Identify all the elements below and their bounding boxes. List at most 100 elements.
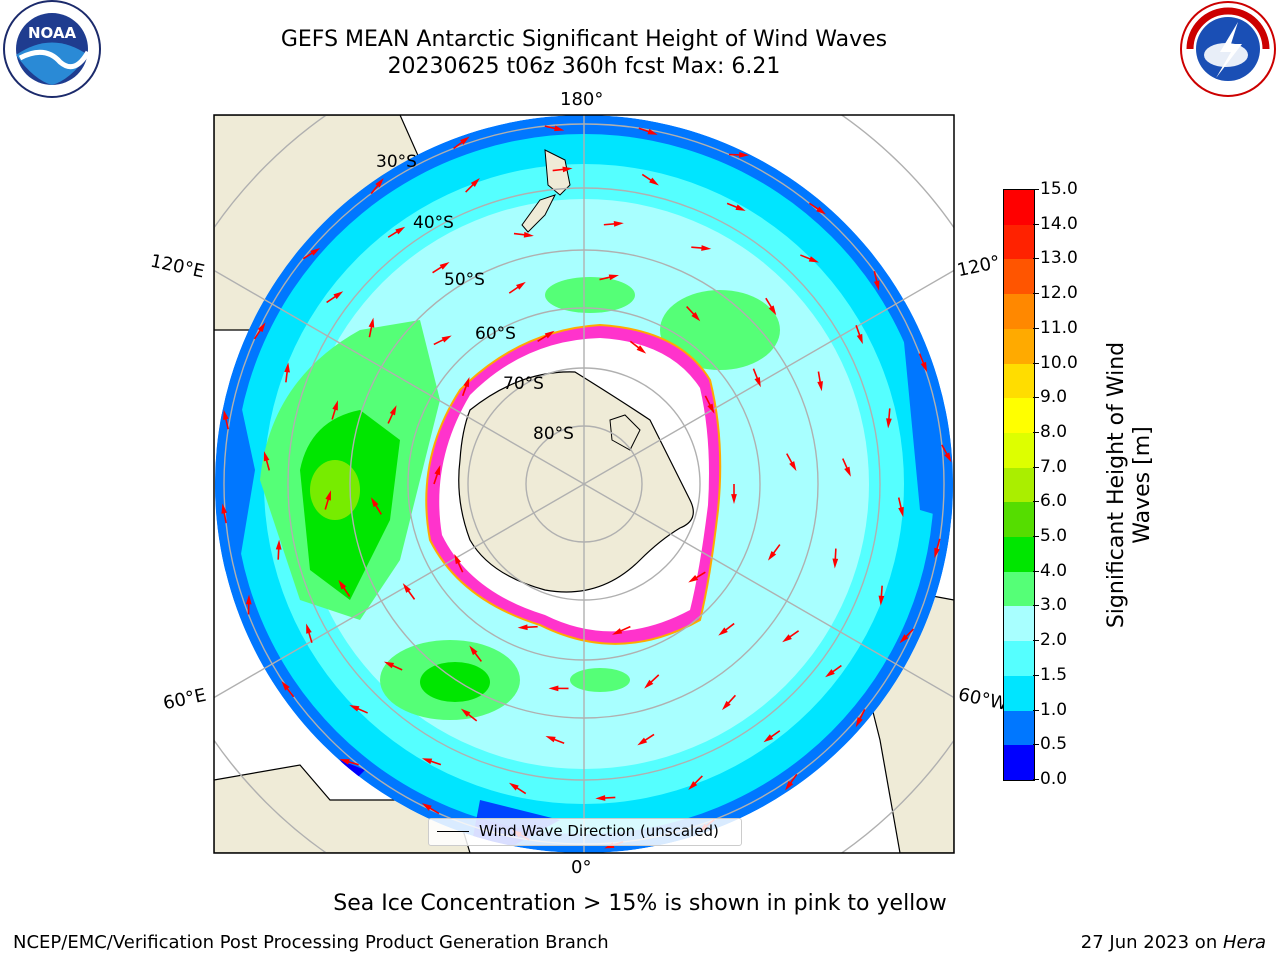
wave-direction-arrowhead xyxy=(763,734,774,743)
wave-direction-arrowhead xyxy=(636,345,647,354)
wave-direction-arrowhead xyxy=(782,634,792,643)
wave-direction-arrowhead xyxy=(825,669,835,678)
wave-direction-arrowhead xyxy=(688,574,699,583)
wave-direction-arrowhead xyxy=(899,634,909,644)
lat-label-50s: 50°S xyxy=(444,270,485,290)
wave-direction-arrowhead xyxy=(817,381,823,392)
wave-direction-arrowhead xyxy=(944,452,952,463)
wave-direction-arrowhead xyxy=(459,136,470,145)
colorbar-segment xyxy=(1004,675,1034,711)
wave-direction-arrowhead xyxy=(368,317,375,328)
footer-date-text: 27 Jun 2023 on xyxy=(1080,932,1223,953)
wave-direction-arrowhead xyxy=(808,256,819,263)
colorbar-segment xyxy=(1004,502,1034,538)
wave-direction-arrowhead xyxy=(691,312,701,322)
wave-direction-arrowhead xyxy=(402,583,411,593)
colorbar-segment xyxy=(1004,398,1034,433)
wave-direction-arrowhead xyxy=(544,330,555,339)
colorbar-tick-label: 0.0 xyxy=(1032,769,1068,789)
legend-line-swatch xyxy=(437,831,469,832)
colorbar-segment xyxy=(1004,467,1034,503)
lat-label-60s: 60°S xyxy=(475,324,516,344)
colorbar-tick-label: 13.0 xyxy=(1033,248,1078,269)
sea-ice-note: Sea Ice Concentration > 15% is shown in … xyxy=(333,891,947,916)
colorbar-tick-label: 12.0 xyxy=(1033,283,1078,304)
wave-direction-arrowhead xyxy=(441,335,452,343)
wave-direction-arrowhead xyxy=(517,624,528,631)
wave-direction-arrowhead xyxy=(375,178,384,188)
colorbar xyxy=(1003,189,1035,781)
wave-direction-arrowhead xyxy=(613,221,624,227)
wave-direction-arrowhead xyxy=(434,465,441,476)
colorbar-tick-label: 14.0 xyxy=(1033,213,1078,234)
wave-direction-arrowhead xyxy=(223,409,229,420)
wave-direction-arrowhead xyxy=(421,803,432,811)
map-legend: Wind Wave Direction (unscaled) xyxy=(428,818,742,846)
colorbar-segment xyxy=(1004,606,1034,642)
wave-direction-arrowhead xyxy=(470,178,480,187)
wave-direction-arrowhead xyxy=(707,403,715,414)
wave-direction-arrowhead xyxy=(338,579,347,590)
colorbar-tick-label: 3.0 xyxy=(1032,595,1068,616)
wave-direction-arrowhead xyxy=(718,627,728,636)
colorbar-tick-label: 2.0 xyxy=(1032,630,1068,651)
wave-direction-arrowhead xyxy=(508,782,519,791)
wave-direction-arrowhead xyxy=(333,291,344,300)
colorbar-tick-label: 1.0 xyxy=(1032,699,1068,720)
colorbar-segment xyxy=(1004,294,1034,329)
lat-label-40s: 40°S xyxy=(413,213,454,233)
colorbar-tick-label: 5.0 xyxy=(1032,526,1068,547)
wave-direction-arrowhead xyxy=(310,248,321,256)
wave-direction-arrowhead xyxy=(856,333,863,345)
footer-credit: NCEP/EMC/Verification Post Processing Pr… xyxy=(13,932,609,953)
wave-direction-arrowhead xyxy=(548,685,559,692)
wave-direction-arrowhead xyxy=(608,274,619,281)
legend-label: Wind Wave Direction (unscaled) xyxy=(479,822,719,840)
wave-direction-arrowhead xyxy=(844,466,851,477)
lat-label-80s: 80°S xyxy=(533,424,574,444)
wave-direction-arrowhead xyxy=(754,377,761,388)
wave-direction-arrowhead xyxy=(257,322,266,333)
wave-direction-arrowhead xyxy=(934,547,940,559)
chart-subtitle: 20230625 t06z 360h fcst Max: 6.21 xyxy=(387,54,781,79)
wave-direction-arrowhead xyxy=(306,623,312,634)
wave-direction-arrowhead xyxy=(735,204,746,211)
wave-direction-arrowhead xyxy=(878,595,885,606)
wave-direction-arrowhead xyxy=(383,661,395,669)
wave-direction-arrowhead xyxy=(545,736,556,743)
colorbar-segment xyxy=(1004,190,1034,225)
svg-text:NOAA: NOAA xyxy=(28,24,77,42)
colorbar-segment xyxy=(1004,641,1034,676)
colorbar-segment xyxy=(1004,363,1034,399)
colorbar-tick-label: 4.0 xyxy=(1032,560,1068,581)
footer-system: Hera xyxy=(1222,932,1266,953)
wave-direction-arrowhead xyxy=(469,645,478,656)
wave-direction-arrowhead xyxy=(275,539,282,550)
wave-direction-arrowhead xyxy=(832,558,839,569)
wave-direction-arrowhead xyxy=(688,781,698,791)
colorbar-tick-label: 11.0 xyxy=(1033,317,1078,338)
lat-label-30s: 30°S xyxy=(376,152,417,172)
wave-direction-arrowhead xyxy=(873,280,880,291)
wave-direction-arrowhead xyxy=(701,245,712,251)
colorbar-segment xyxy=(1004,432,1034,468)
colorbar-tick-label: 0.5 xyxy=(1032,734,1068,755)
colorbar-tick-label: 1.5 xyxy=(1032,664,1068,685)
wave-direction-arrowhead xyxy=(332,400,338,411)
lon-label-180: 180° xyxy=(560,89,604,110)
wave-direction-arrowhead xyxy=(370,497,379,508)
colorbar-tick-label: 8.0 xyxy=(1032,421,1068,442)
wave-direction-arrowhead xyxy=(644,679,654,689)
wave-direction-arrowhead xyxy=(855,717,863,728)
chart-title: GEFS MEAN Antarctic Significant Height o… xyxy=(280,27,888,52)
wave-direction-arrowhead xyxy=(562,166,573,173)
wave-direction-arrowhead xyxy=(886,418,892,429)
colorbar-segment xyxy=(1004,259,1034,295)
wave-direction-arrowhead xyxy=(421,758,433,765)
wave-direction-arrowhead xyxy=(595,795,606,801)
wave-direction-arrowhead xyxy=(554,125,565,132)
wave-direction-arrowhead xyxy=(516,281,526,290)
wave-direction-arrowhead xyxy=(339,759,350,765)
colorbar-segment xyxy=(1004,710,1034,746)
